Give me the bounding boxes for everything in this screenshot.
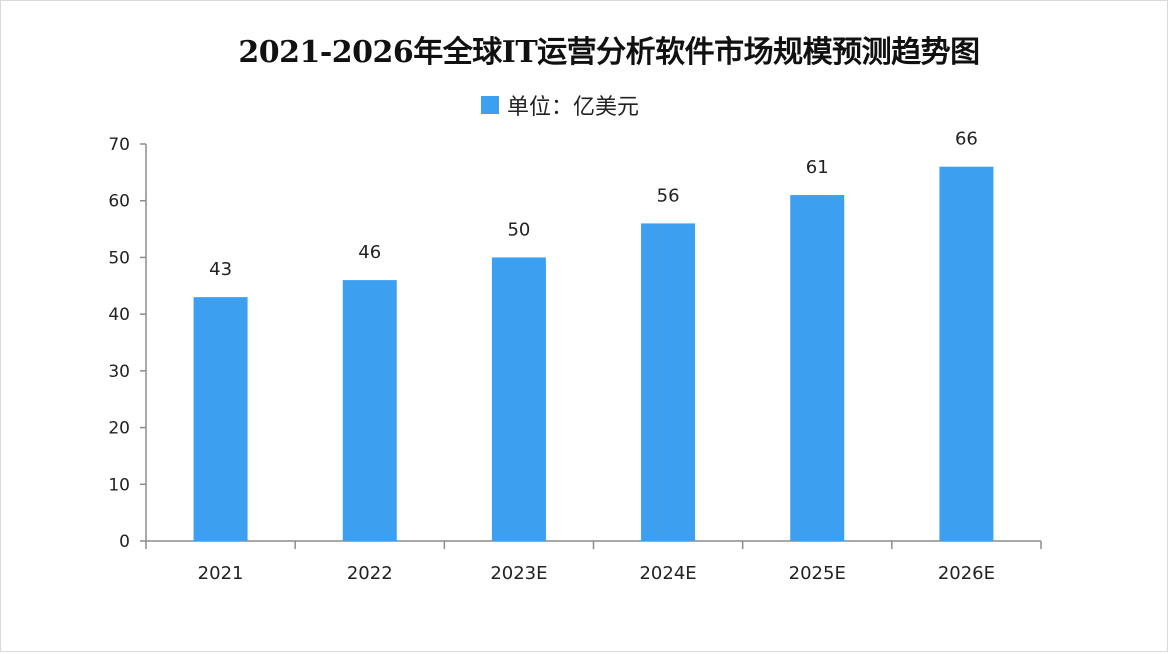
x-tick-label: 2023E (490, 563, 547, 584)
y-tick-label: 40 (108, 305, 130, 325)
data-label: 56 (657, 185, 680, 206)
bar (790, 195, 845, 542)
x-tick-label: 2024E (639, 563, 696, 584)
y-tick-label: 60 (108, 192, 130, 212)
x-tick-label: 2026E (938, 563, 995, 584)
x-tick-label: 2025E (789, 563, 846, 584)
x-tick-label: 2021 (198, 563, 244, 584)
bar (641, 223, 696, 541)
chart-title: 2021-2026年全球IT运营分析软件市场规模预测趋势图 (238, 35, 980, 70)
bar (491, 257, 546, 541)
y-tick-label: 50 (108, 248, 130, 268)
legend-label: 单位：亿美元 (507, 95, 640, 120)
legend-swatch (481, 96, 499, 114)
data-label: 46 (358, 242, 381, 263)
bar (342, 280, 397, 541)
y-tick-label: 70 (108, 135, 130, 155)
chart-legend: 单位：亿美元 (481, 89, 639, 121)
bar (939, 166, 994, 541)
data-label: 66 (955, 129, 978, 150)
data-label: 50 (507, 219, 530, 240)
data-label: 61 (806, 157, 829, 178)
data-label: 43 (209, 259, 232, 280)
y-tick-label: 30 (108, 362, 130, 382)
bar (193, 297, 248, 541)
x-tick-label: 2022 (347, 563, 393, 584)
y-tick-label: 0 (119, 532, 130, 552)
y-tick-label: 20 (108, 419, 130, 439)
y-tick-label: 10 (108, 475, 130, 495)
